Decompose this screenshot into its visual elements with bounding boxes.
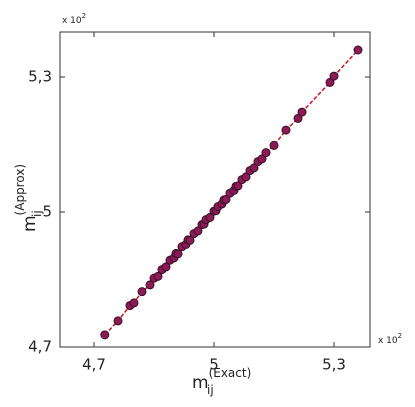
x-tick-label: 5,3 <box>322 356 346 374</box>
y-tick-label: 5,3 <box>28 68 52 86</box>
point <box>221 194 231 204</box>
point <box>193 226 203 236</box>
point <box>257 154 267 164</box>
x-multiplier: x 102 <box>378 332 402 346</box>
plot-frame <box>59 31 371 348</box>
y-multiplier: x 102 <box>62 12 86 26</box>
point <box>145 280 155 290</box>
point <box>137 287 147 297</box>
x-tick-label: 5 <box>209 356 219 374</box>
y-multiplier-exp: 2 <box>82 12 86 20</box>
point <box>113 316 123 326</box>
x-tick-label: 4,7 <box>82 356 106 374</box>
x-multiplier-base: x 10 <box>378 336 398 346</box>
y-tick-label: 4,7 <box>28 338 52 356</box>
point <box>261 148 271 158</box>
point <box>205 212 215 222</box>
point <box>100 330 110 340</box>
point <box>269 140 279 150</box>
y-label-sub: ij <box>30 210 44 217</box>
x-multiplier-exp: 2 <box>398 332 402 340</box>
point <box>281 125 291 135</box>
point <box>129 298 139 308</box>
point <box>353 45 363 55</box>
y-multiplier-base: x 10 <box>62 16 82 26</box>
point <box>173 249 183 259</box>
y-axis-label: m(Approx) ij <box>13 164 44 232</box>
y-axis-label-group: m(Approx) ij <box>13 164 44 232</box>
point <box>185 235 195 245</box>
x-axis-label: m(Exact) ij <box>192 366 251 397</box>
point <box>233 181 243 191</box>
point <box>153 271 163 281</box>
x-label-base: m <box>192 373 209 393</box>
y-tick-label: 5 <box>42 203 52 221</box>
point <box>297 107 307 117</box>
point <box>241 172 251 182</box>
point <box>329 71 339 81</box>
x-label-sub: ij <box>207 383 214 397</box>
point <box>325 77 335 87</box>
y-label-sup: (Approx) <box>13 164 27 216</box>
point <box>249 163 259 173</box>
point <box>161 262 171 272</box>
y-label-base: m <box>20 215 40 232</box>
point <box>293 113 303 123</box>
x-label-sup: (Exact) <box>209 366 252 380</box>
